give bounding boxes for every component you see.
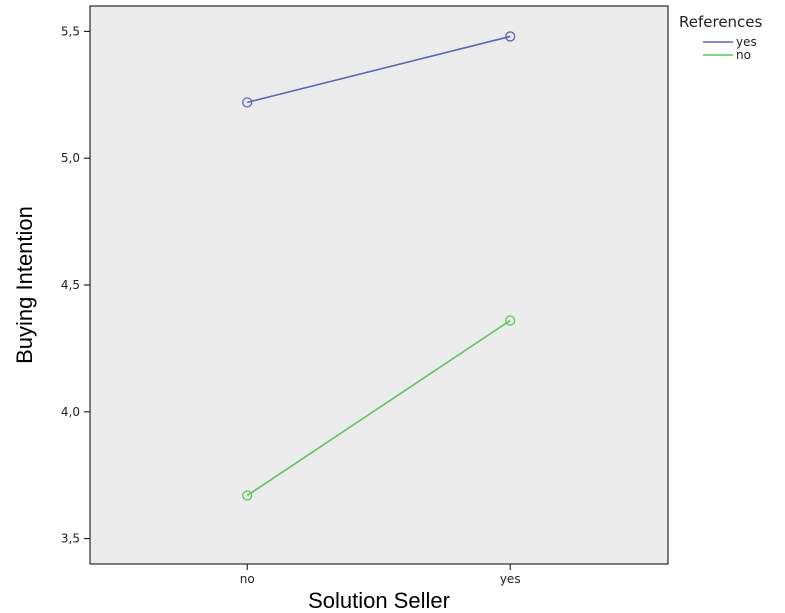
y-tick-label: 5,5: [61, 24, 80, 38]
plot-area: [89, 5, 669, 565]
legend-label-yes: yes: [736, 35, 757, 49]
x-tick-label: no: [240, 572, 255, 586]
x-axis-title: Solution Seller: [308, 588, 450, 613]
data-point-no: [505, 315, 516, 326]
series-layer: [242, 31, 516, 501]
y-tick-label: 4,5: [61, 278, 80, 292]
y-tick-label: 5,0: [61, 151, 80, 165]
legend-label-no: no: [736, 48, 751, 62]
x-tick-label: yes: [500, 572, 521, 586]
y-tick-label: 3,5: [61, 532, 80, 546]
x-axis: no yes: [240, 564, 521, 586]
data-point-yes: [505, 31, 516, 42]
series-line-no: [246, 319, 511, 497]
legend-title: References: [679, 13, 763, 31]
series-line-yes: [247, 35, 511, 104]
data-point-yes: [242, 97, 253, 108]
y-axis-title: Buying Intention: [12, 206, 37, 364]
data-point-no: [242, 490, 253, 501]
y-axis: 3,5 4,0 4,5 5,0 5,5: [61, 24, 90, 546]
y-tick-label: 4,0: [61, 405, 80, 419]
